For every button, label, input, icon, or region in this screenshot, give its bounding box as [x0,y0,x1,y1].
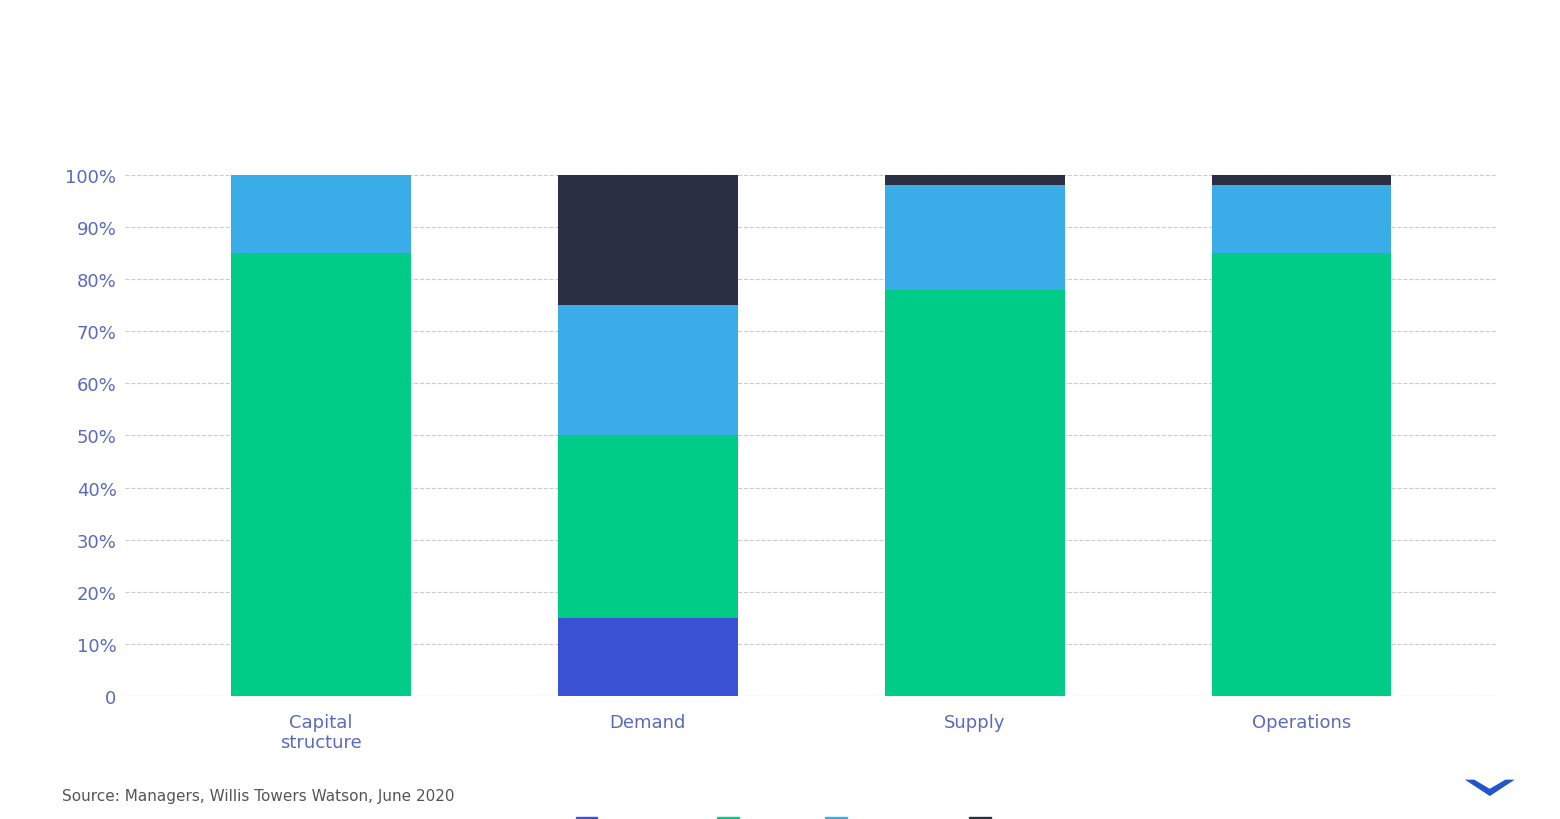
Bar [885,290,1064,696]
Bar [231,175,410,254]
Legend: Positive, Low, Medium, High: Positive, Low, Medium, High [568,809,1055,819]
Bar [558,436,738,618]
Bar [1212,186,1392,254]
Bar [885,175,1064,186]
Bar [885,186,1064,290]
Bar [558,305,738,436]
Bar [1212,254,1392,696]
Bar [1212,175,1392,186]
Bar [231,254,410,696]
Bar [558,618,738,696]
Bar [558,175,738,305]
Text: Source: Managers, Willis Towers Watson, June 2020: Source: Managers, Willis Towers Watson, … [62,788,456,803]
Polygon shape [1465,780,1515,796]
